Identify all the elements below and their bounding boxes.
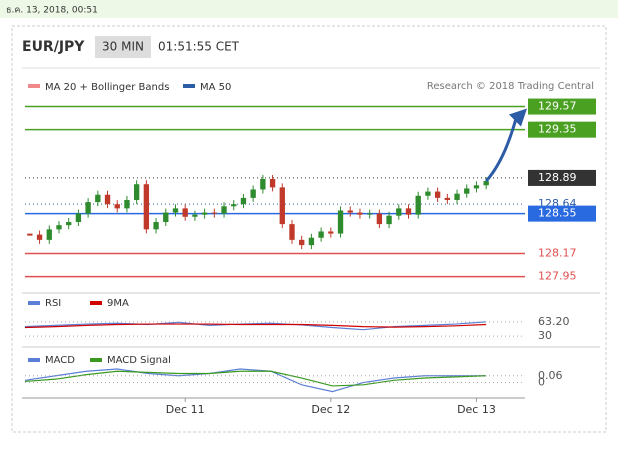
- candle-body: [366, 213, 373, 215]
- symbol: EUR/JPY: [22, 39, 85, 55]
- y-tick-label: 30: [538, 329, 552, 342]
- candle-body: [104, 194, 111, 205]
- candle-body: [308, 237, 315, 246]
- level-label: 127.95: [538, 270, 577, 283]
- legend-swatch: [90, 358, 102, 362]
- candle-body: [454, 193, 460, 200]
- arrow-head: [509, 108, 527, 127]
- y-tick-label: 0: [538, 376, 545, 389]
- candle-body: [376, 213, 383, 225]
- candle-body: [328, 231, 334, 234]
- candle-body: [250, 189, 256, 198]
- candle-body: [260, 178, 266, 190]
- candle-body: [36, 234, 43, 240]
- candle-body: [415, 195, 421, 215]
- candle-body: [396, 208, 402, 216]
- top-bar: [0, 0, 618, 18]
- candle-body: [201, 212, 208, 215]
- candle-body: [386, 215, 392, 225]
- candle-body: [231, 204, 237, 207]
- candle-body: [347, 210, 353, 213]
- candle-body: [192, 214, 198, 217]
- candle-body: [434, 191, 441, 198]
- legend-swatch: [28, 301, 40, 305]
- candle-body: [318, 231, 324, 238]
- candle-body: [85, 202, 91, 214]
- forecast-arrow: [485, 118, 518, 183]
- candle-body: [46, 229, 52, 240]
- x-tick-label: Dec 12: [311, 403, 350, 416]
- indicator-line: [24, 368, 487, 393]
- candle-body: [289, 224, 295, 240]
- x-tick-label: Dec 11: [166, 403, 205, 416]
- level-box: [528, 205, 596, 222]
- candle-body: [425, 191, 431, 196]
- legend-label: MACD: [45, 355, 75, 366]
- candle-body: [172, 208, 179, 213]
- candle-body: [337, 210, 344, 234]
- level-label: 128.55: [538, 207, 577, 220]
- interval: 30 MIN: [102, 40, 144, 54]
- legend-label: MACD Signal: [107, 355, 171, 366]
- candle-body: [163, 212, 169, 223]
- candle-body: [444, 197, 450, 200]
- legend-swatch: [28, 84, 40, 88]
- level-box: [528, 121, 596, 138]
- legend-swatch: [183, 84, 195, 88]
- legend-label: RSI: [45, 298, 61, 309]
- level-label: 128.17: [538, 247, 577, 260]
- time: 01:51:55 CET: [158, 40, 240, 54]
- level-label: 128.89: [538, 171, 577, 184]
- candle-body: [182, 208, 188, 217]
- candle-body: [124, 199, 130, 209]
- level-label: 129.57: [538, 100, 577, 113]
- candle-body: [357, 212, 363, 215]
- candle-body: [483, 181, 489, 186]
- candle-body: [464, 188, 470, 194]
- y-tick-label: 0.06: [538, 369, 563, 382]
- legend-swatch: [28, 358, 40, 362]
- candle-body: [240, 197, 247, 205]
- candle-body: [405, 208, 412, 215]
- candle-body: [133, 184, 140, 200]
- indicator-line: [24, 323, 487, 329]
- candle-body: [473, 185, 480, 189]
- legend-swatch: [90, 301, 102, 305]
- interval-box: [95, 36, 151, 58]
- candle-body: [56, 225, 62, 230]
- level-box: [528, 98, 596, 115]
- date: ธ.ค. 13, 2018, 00:51: [6, 6, 98, 16]
- legend-label: MA 20 + Bollinger Bands: [45, 82, 169, 93]
- candle-body: [211, 212, 217, 214]
- candle-body: [66, 222, 72, 226]
- indicator-line: [24, 370, 487, 387]
- candle-body: [114, 204, 120, 209]
- candle-body: [143, 184, 150, 230]
- indicator-line: [24, 321, 487, 331]
- x-tick-label: Dec 13: [457, 403, 496, 416]
- candle-body: [269, 178, 276, 188]
- legend-label: 9MA: [107, 298, 129, 309]
- level-label: 129.35: [538, 123, 577, 136]
- credit: Research © 2018 Trading Central: [427, 81, 594, 92]
- candle-body: [221, 206, 227, 214]
- candle-body: [153, 222, 159, 230]
- candle-body: [299, 239, 305, 246]
- legend-label: MA 50: [200, 82, 231, 93]
- y-tick-label: 63.20: [538, 315, 570, 328]
- candle-body: [279, 187, 285, 225]
- frame: [11, 25, 607, 433]
- level-box: [528, 169, 596, 186]
- candle-body: [75, 213, 82, 223]
- candle-body: [95, 194, 101, 203]
